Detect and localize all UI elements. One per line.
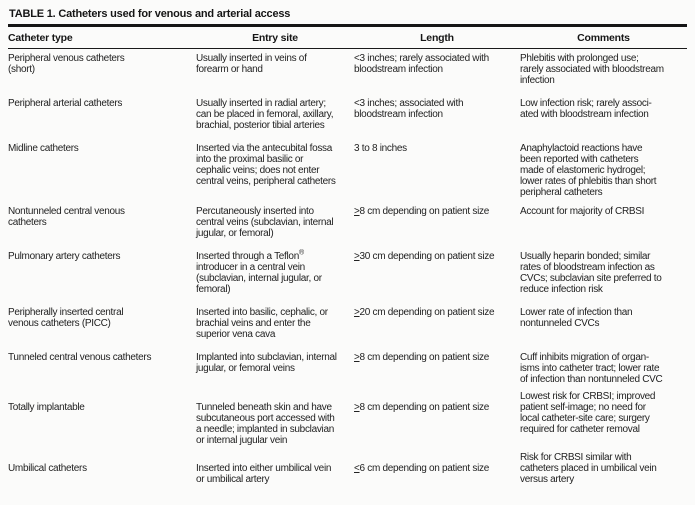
cell-entry-site: Percutaneously inserted into central vei… (196, 206, 354, 251)
cell-length: <3 inches; associated with bloodstream i… (354, 98, 520, 143)
cell-entry-site: Implanted into subclavian, internal jugu… (196, 352, 354, 402)
table-row-picc: Peripherally inserted central venous cat… (8, 307, 687, 352)
entry-site-text: Inserted through a Teflon® introducer in… (196, 249, 322, 295)
entry-site-text: Inserted via the antecubital fossa into … (196, 143, 336, 187)
cell-catheter-type: Totally implantable (8, 402, 196, 463)
catheter-type-text: Peripheral venous catheters (short) (8, 53, 125, 75)
comments-text: Lower rate of infection than nontunneled… (520, 307, 633, 329)
cell-length: >8 cm depending on patient size (354, 402, 520, 463)
gte-symbol: > (354, 251, 360, 262)
catheter-type-text: Midline catheters (8, 143, 79, 154)
cell-comments: Low infection risk; rarely associ- ated … (520, 98, 687, 143)
entry-site-text: Tunneled beneath skin and have subcutane… (196, 402, 335, 446)
comments-text: Usually heparin bonded; similar rates of… (520, 251, 662, 295)
table-title: TABLE 1. Catheters used for venous and a… (9, 8, 291, 20)
entry-site-text: Implanted into subclavian, internal jugu… (196, 352, 337, 374)
catheter-type-text: Peripheral arterial catheters (8, 98, 123, 109)
cell-catheter-type: Midline catheters (8, 143, 196, 206)
length-text: >8 cm depending on patient size (354, 206, 489, 217)
cell-comments: Usually heparin bonded; similar rates of… (520, 251, 687, 307)
gte-symbol: > (354, 206, 360, 217)
cell-entry-site: Inserted into basilic, cephalic, or brac… (196, 307, 354, 352)
comments-text: Phlebitis with prolonged use; rarely ass… (520, 53, 664, 86)
cell-catheter-type: Pulmonary artery catheters (8, 251, 196, 307)
comments-text: Risk for CRBSI similar with catheters pl… (520, 452, 657, 485)
col-header-length: Length (354, 25, 520, 49)
cell-catheter-type: Tunneled central venous catheters (8, 352, 196, 402)
table-row-totally-implantable: Totally implantable Tunneled beneath ski… (8, 391, 687, 463)
cell-entry-site: Inserted through a Teflon® introducer in… (196, 249, 354, 307)
table-row-umbilical: Umbilical catheters Inserted into either… (8, 452, 687, 505)
gte-symbol: > (354, 402, 360, 413)
cell-catheter-type: Peripheral venous catheters (short) (8, 49, 196, 99)
cell-comments: Lower rate of infection than nontunneled… (520, 307, 687, 352)
length-text: >30 cm depending on patient size (354, 251, 495, 262)
catheter-type-text: Tunneled central venous catheters (8, 352, 152, 363)
cell-length: >8 cm depending on patient size (354, 352, 520, 402)
catheter-type-text: Nontunneled central venous catheters (8, 206, 125, 228)
cell-entry-site: Usually inserted in radial artery; can b… (196, 98, 354, 143)
col-header-comments: Comments (520, 25, 687, 49)
cell-entry-site: Inserted via the antecubital fossa into … (196, 143, 354, 206)
comments-text: Anaphylactoid reactions have been report… (520, 143, 657, 198)
length-text: <3 inches; rarely associated with bloods… (354, 53, 489, 75)
entry-site-text: Inserted into either umbilical vein or u… (196, 463, 332, 485)
table-row-midline: Midline catheters Inserted via the antec… (8, 143, 687, 206)
lte-symbol: < (354, 463, 360, 474)
catheter-type-text: Pulmonary artery catheters (8, 251, 121, 262)
col-header-catheter-type: Catheter type (8, 25, 196, 49)
cell-length: >20 cm depending on patient size (354, 307, 520, 352)
col-header-entry-site: Entry site (196, 25, 354, 49)
cell-entry-site: Usually inserted in veins of forearm or … (196, 49, 354, 99)
comments-text: Cuff inhibits migration of organ- isms i… (520, 352, 663, 385)
cell-length: 3 to 8 inches (354, 143, 520, 206)
catheter-type-text: Totally implantable (8, 402, 85, 413)
comments-text: Account for majority of CRBSI (520, 206, 645, 217)
registered-trademark-symbol: ® (298, 249, 305, 257)
length-text: >20 cm depending on patient size (354, 307, 495, 318)
length-text: >8 cm depending on patient size (354, 402, 489, 413)
cell-comments: Risk for CRBSI similar with catheters pl… (520, 452, 687, 505)
table-row-pulmonary-artery: Pulmonary artery catheters Inserted thro… (8, 249, 687, 307)
length-text: <3 inches; associated with bloodstream i… (354, 98, 464, 120)
cell-comments: Account for majority of CRBSI (520, 206, 687, 251)
table-row-tunneled-cvc: Tunneled central venous catheters Implan… (8, 352, 687, 402)
entry-site-text: Usually inserted in radial artery; can b… (196, 98, 334, 131)
catheter-type-text: Peripherally inserted central venous cat… (8, 307, 124, 329)
comments-text: Lowest risk for CRBSI; improved patient … (520, 391, 656, 435)
catheter-table: Catheter type Entry site Length Comments… (8, 24, 687, 505)
entry-site-text: Usually inserted in veins of forearm or … (196, 53, 307, 75)
table-row-peripheral-venous: Peripheral venous catheters (short) Usua… (8, 49, 687, 99)
cell-comments: Cuff inhibits migration of organ- isms i… (520, 352, 687, 402)
cell-comments: Lowest risk for CRBSI; improved patient … (520, 391, 687, 463)
header-row: Catheter type Entry site Length Comments (8, 25, 687, 49)
length-text: 3 to 8 inches (354, 143, 407, 154)
cell-comments: Anaphylactoid reactions have been report… (520, 143, 687, 206)
cell-length: >30 cm depending on patient size (354, 251, 520, 307)
cell-length: <6 cm depending on patient size (354, 463, 520, 505)
table-row-peripheral-arterial: Peripheral arterial catheters Usually in… (8, 98, 687, 143)
cell-comments: Phlebitis with prolonged use; rarely ass… (520, 49, 687, 99)
cell-entry-site: Tunneled beneath skin and have subcutane… (196, 402, 354, 463)
gte-symbol: > (354, 352, 360, 363)
cell-length: <3 inches; rarely associated with bloods… (354, 49, 520, 99)
length-text: >8 cm depending on patient size (354, 352, 489, 363)
table-row-nontunneled-cvc: Nontunneled central venous catheters Per… (8, 206, 687, 251)
cell-catheter-type: Peripherally inserted central venous cat… (8, 307, 196, 352)
cell-catheter-type: Umbilical catheters (8, 463, 196, 505)
catheter-type-text: Umbilical catheters (8, 463, 87, 474)
cell-catheter-type: Peripheral arterial catheters (8, 98, 196, 143)
entry-site-text: Inserted into basilic, cephalic, or brac… (196, 307, 328, 340)
entry-site-text: Percutaneously inserted into central vei… (196, 206, 334, 239)
cell-entry-site: Inserted into either umbilical vein or u… (196, 463, 354, 505)
comments-text: Low infection risk; rarely associ- ated … (520, 98, 652, 120)
gte-symbol: > (354, 307, 360, 318)
cell-length: >8 cm depending on patient size (354, 206, 520, 251)
cell-catheter-type: Nontunneled central venous catheters (8, 206, 196, 251)
length-text: <6 cm depending on patient size (354, 463, 489, 474)
